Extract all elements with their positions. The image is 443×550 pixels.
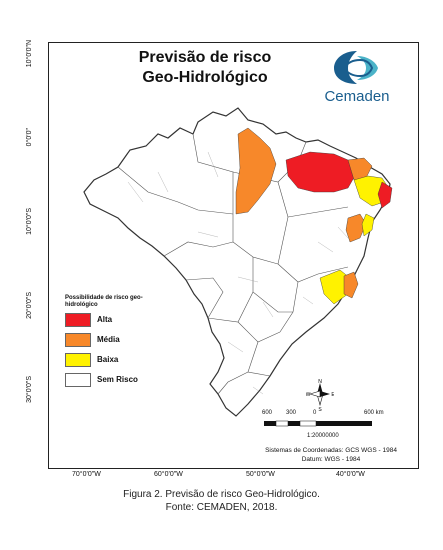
- scale-ratio: 1:20000000: [307, 433, 339, 439]
- brazil-map: [83, 107, 393, 417]
- legend-item-alta: Alta: [65, 313, 175, 329]
- longitude-label: 60°0'0"W: [154, 471, 183, 478]
- figure-caption: Figura 2. Previsão de risco Geo-Hidrológ…: [0, 488, 443, 514]
- municipal-lines: [127, 141, 349, 395]
- map-title: Previsão de risco Geo-Hidrológico: [120, 48, 290, 88]
- legend-swatch-none: [65, 373, 91, 387]
- risk-area-medium-mg: [343, 271, 359, 299]
- risk-area-low-east: [361, 213, 375, 237]
- legend-swatch-low: [65, 353, 91, 367]
- cemaden-logo-icon: [334, 51, 378, 84]
- risk-area-medium-north: [235, 127, 277, 215]
- risk-area-medium-bahia: [345, 213, 367, 243]
- legend-label: Média: [97, 335, 120, 344]
- longitude-label: 70°0'0"W: [72, 471, 101, 478]
- coordinate-info: Sistemas de Coordenadas: GCS WGS - 1984 …: [246, 446, 416, 464]
- risk-areas: [235, 127, 393, 305]
- legend-item-baixa: Baixa: [65, 353, 175, 369]
- legend-item-media: Média: [65, 333, 175, 349]
- map-title-line1: Previsão de risco: [138, 49, 272, 66]
- latitude-label: 20°0'0"S: [26, 292, 33, 319]
- north-arrow: N S W E: [306, 378, 336, 413]
- legend: Possibilidade de risco geo-hidrológico A…: [65, 295, 175, 393]
- risk-area-high-coast: [377, 181, 393, 209]
- legend-label: Alta: [97, 315, 113, 324]
- legend-label: Baixa: [97, 355, 119, 364]
- latitude-label: 30°0'0"S: [26, 376, 33, 403]
- latitude-label: 10°0'0"N: [26, 40, 33, 68]
- longitude-label: 40°0'0"W: [336, 471, 365, 478]
- coordinate-system: Sistemas de Coordenadas: GCS WGS - 1984: [265, 447, 397, 454]
- caption-line1: Figura 2. Previsão de risco Geo-Hidrológ…: [123, 489, 320, 500]
- compass-icon: N S W E: [306, 379, 336, 413]
- caption-line2: Fonte: CEMADEN, 2018.: [165, 502, 278, 513]
- cemaden-logo: Cemaden: [318, 48, 396, 108]
- scale-label: 0: [313, 410, 317, 416]
- map-title-line2: Geo-Hidrológico: [142, 69, 268, 86]
- latitude-label: 0°0'0": [26, 128, 33, 147]
- latitude-label: 10°0'0"S: [26, 208, 33, 235]
- compass-n: N: [318, 379, 322, 385]
- legend-label: Sem Risco: [97, 375, 138, 384]
- longitude-label: 50°0'0"W: [246, 471, 275, 478]
- scale-label: 600: [262, 410, 273, 416]
- legend-swatch-high: [65, 313, 91, 327]
- legend-item-sem-risco: Sem Risco: [65, 373, 175, 389]
- legend-swatch-medium: [65, 333, 91, 347]
- compass-w: W: [306, 392, 311, 398]
- risk-area-medium-east: [347, 157, 373, 181]
- compass-s: S: [318, 407, 322, 412]
- scale-label: 600 km: [364, 410, 384, 416]
- legend-title: Possibilidade de risco geo-hidrológico: [65, 295, 143, 308]
- scale-bar: 600 300 0 600 km 1:20000000: [262, 410, 412, 440]
- compass-e: E: [331, 392, 334, 398]
- scale-label: 300: [286, 410, 297, 416]
- scale-graphic: [264, 420, 372, 427]
- datum: Datum: WGS - 1984: [301, 456, 361, 463]
- risk-area-high: [285, 151, 357, 193]
- logo-text: Cemaden: [324, 88, 390, 105]
